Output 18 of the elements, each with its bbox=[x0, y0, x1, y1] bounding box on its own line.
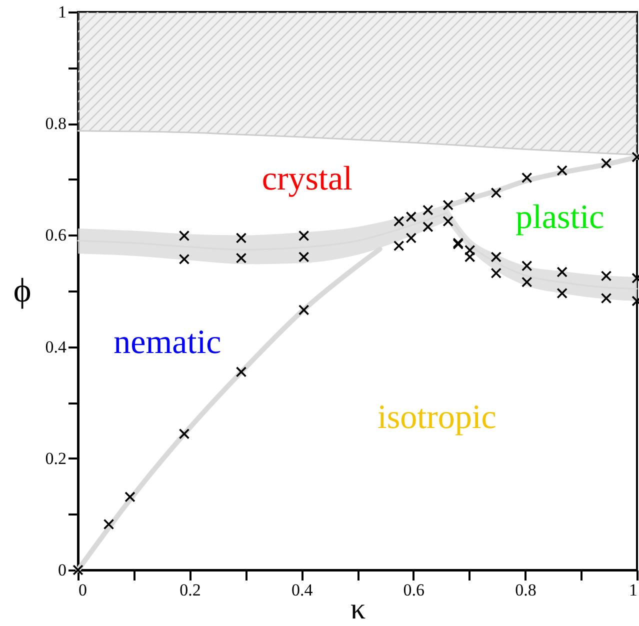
annotation: plastic bbox=[515, 198, 604, 236]
y-axis-title: ϕ bbox=[13, 272, 32, 310]
y-tick-label: 0.8 bbox=[45, 114, 66, 134]
y-tick-label: 0 bbox=[58, 560, 66, 580]
x-tick-label: 1 bbox=[629, 580, 638, 600]
x-tick-label: 0.2 bbox=[180, 580, 201, 600]
x-tick-label: 0.4 bbox=[291, 580, 314, 600]
y-tick-label: 0.2 bbox=[45, 448, 66, 468]
annotation: isotropic bbox=[377, 399, 496, 436]
x-tick-label: 0.8 bbox=[515, 580, 536, 600]
y-tick-label: 1 bbox=[58, 2, 66, 22]
annotation: nematic bbox=[114, 324, 222, 361]
annotation: crystal bbox=[262, 160, 353, 198]
x-tick-label: 0.6 bbox=[403, 580, 425, 600]
y-tick-label: 0.6 bbox=[45, 226, 66, 245]
y-tick-label: 0.4 bbox=[45, 337, 67, 356]
x-axis-title: κ bbox=[350, 592, 366, 626]
x-tick-label: 0 bbox=[78, 580, 87, 600]
